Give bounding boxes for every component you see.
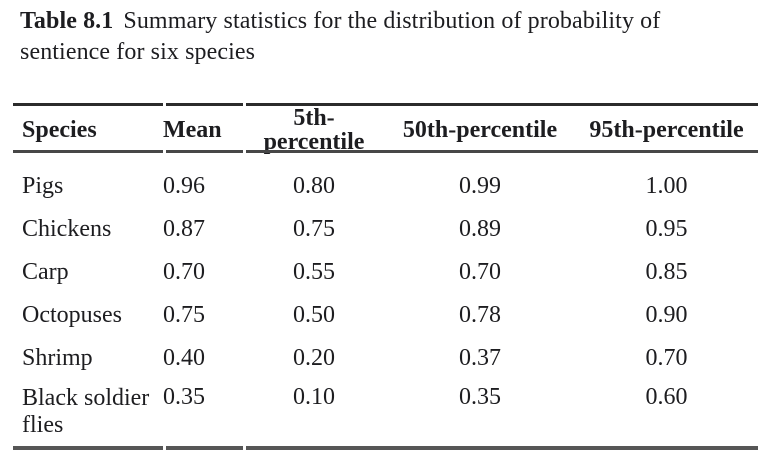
col-header-5th-percentile: 5th-percentile bbox=[263, 105, 365, 155]
p95-cell: 0.60 bbox=[645, 384, 688, 410]
p5-cell: 0.80 bbox=[293, 173, 335, 199]
caption-line1: Summary statistics for the distribution … bbox=[123, 8, 661, 34]
p95-cell: 0.85 bbox=[645, 259, 688, 285]
p5-cell: 0.75 bbox=[293, 216, 335, 242]
p5-cell: 0.20 bbox=[293, 345, 335, 371]
p5-cell: 0.50 bbox=[293, 302, 335, 328]
p50-cell: 0.78 bbox=[459, 302, 501, 328]
table-number: Table 8.1 bbox=[20, 8, 114, 34]
table-row-shrimp: Shrimp 0.40 0.20 0.37 0.70 bbox=[13, 327, 758, 370]
p95-cell: 0.90 bbox=[645, 302, 688, 328]
col-header-mean: Mean bbox=[163, 117, 222, 143]
table-header-row: Species Mean 5th-percentile 50th-percent… bbox=[13, 106, 758, 154]
mean-cell: 0.70 bbox=[163, 259, 205, 285]
mean-cell: 0.87 bbox=[163, 216, 205, 242]
p50-cell: 0.89 bbox=[459, 216, 501, 242]
mean-cell: 0.75 bbox=[163, 302, 205, 328]
table-row-chickens: Chickens 0.87 0.75 0.89 0.95 bbox=[13, 198, 758, 241]
p50-cell: 0.99 bbox=[459, 173, 501, 199]
summary-statistics-table: Species Mean 5th-percentile 50th-percent… bbox=[13, 103, 758, 450]
table-row-black-soldier-flies: Black soldier flies 0.35 0.10 0.35 0.60 bbox=[13, 370, 758, 439]
mean-cell: 0.40 bbox=[163, 345, 205, 371]
species-cell: Chickens bbox=[22, 216, 112, 242]
table-body: Pigs 0.96 0.80 0.99 1.00 Chickens 0.87 0… bbox=[13, 153, 758, 439]
col-header-50th-percentile: 50th-percentile bbox=[402, 117, 558, 143]
p95-cell: 0.70 bbox=[645, 345, 688, 371]
table-row-octopuses: Octopuses 0.75 0.50 0.78 0.90 bbox=[13, 284, 758, 327]
table-rule-top bbox=[13, 103, 758, 106]
species-cell: Pigs bbox=[22, 173, 64, 199]
species-cell: Octopuses bbox=[22, 302, 122, 328]
table-row-pigs: Pigs 0.96 0.80 0.99 1.00 bbox=[13, 155, 758, 198]
species-cell: Carp bbox=[22, 259, 69, 285]
p50-cell: 0.37 bbox=[459, 345, 501, 371]
p5-cell: 0.10 bbox=[293, 384, 335, 410]
col-header-95th-percentile: 95th-percentile bbox=[589, 117, 744, 143]
mean-cell: 0.96 bbox=[163, 173, 205, 199]
mean-cell: 0.35 bbox=[163, 384, 205, 410]
p50-cell: 0.35 bbox=[459, 384, 501, 410]
p95-cell: 0.95 bbox=[645, 216, 688, 242]
species-cell: Black soldier flies bbox=[22, 385, 150, 438]
table-rule-bottom bbox=[13, 446, 758, 450]
p50-cell: 0.70 bbox=[459, 259, 501, 285]
table-caption: Table 8.1 Summary statistics for the dist… bbox=[20, 6, 660, 68]
table-rule-header bbox=[13, 150, 758, 153]
caption-line2: sentience for six species bbox=[20, 39, 256, 65]
table-row-carp: Carp 0.70 0.55 0.70 0.85 bbox=[13, 241, 758, 284]
species-cell: Shrimp bbox=[22, 345, 93, 371]
p95-cell: 1.00 bbox=[645, 173, 688, 199]
p5-cell: 0.55 bbox=[293, 259, 335, 285]
col-header-species: Species bbox=[22, 117, 97, 143]
